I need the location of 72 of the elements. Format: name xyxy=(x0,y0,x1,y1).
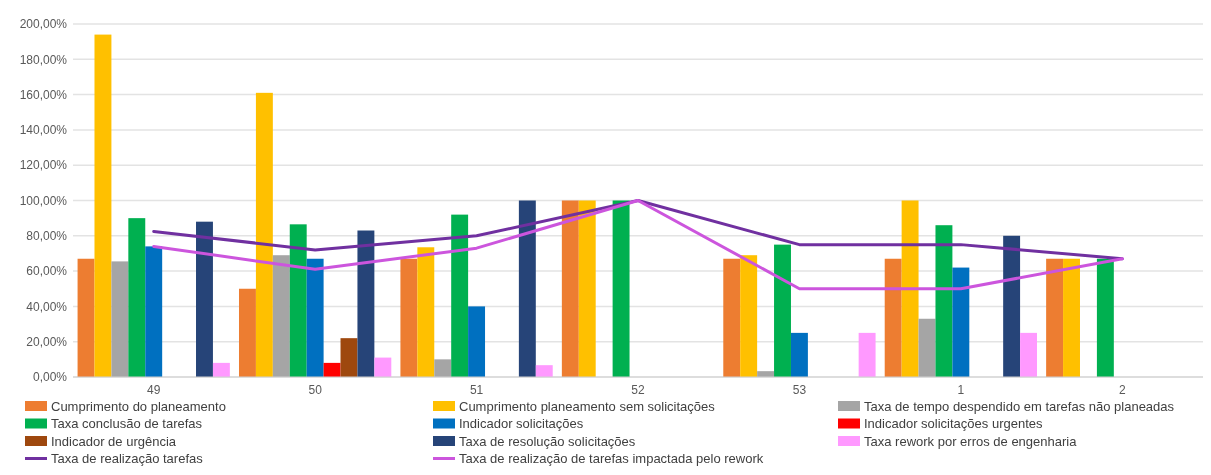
bar xyxy=(212,362,230,377)
y-tick-label: 60,00% xyxy=(26,264,68,279)
y-tick-label: 140,00% xyxy=(19,123,68,138)
bar xyxy=(289,224,307,377)
line-series xyxy=(152,199,1124,261)
bar xyxy=(196,221,213,377)
y-tick-label: 180,00% xyxy=(19,52,68,67)
bar xyxy=(774,244,791,377)
legend-label: Taxa rework por erros de engenharia xyxy=(864,433,1078,449)
bar xyxy=(357,230,375,377)
bar xyxy=(400,258,418,377)
x-tick-label: 53 xyxy=(792,383,807,397)
legend-label: Cumprimento do planeamento xyxy=(51,398,226,414)
legend-label: Taxa de tempo despendido em tarefas não planeadas xyxy=(864,398,1175,414)
y-tick-label: 120,00% xyxy=(19,158,68,173)
x-tick-label: 1 xyxy=(957,383,965,397)
bar xyxy=(952,267,970,377)
bar xyxy=(518,200,536,377)
bar xyxy=(239,288,256,377)
bar xyxy=(884,258,902,377)
y-tick-label: 0,00% xyxy=(32,370,68,385)
x-tick-label: 50 xyxy=(308,383,323,397)
y-tick-label: 80,00% xyxy=(26,229,68,243)
bar xyxy=(740,255,758,377)
y-tick-label: 20,00% xyxy=(26,334,68,349)
legend-label: Taxa de resolução solicitações xyxy=(459,433,636,449)
bar xyxy=(255,92,273,377)
bar xyxy=(858,332,876,377)
bar xyxy=(340,338,358,377)
line-series xyxy=(152,199,1124,291)
bar xyxy=(111,261,129,377)
x-tick-label: 52 xyxy=(631,383,645,397)
bar xyxy=(901,200,919,377)
legend-label: Taxa conclusão de tarefas xyxy=(51,416,203,432)
bar xyxy=(1020,332,1037,377)
legend-label: Cumprimento planeamento sem solicitações xyxy=(459,398,716,414)
bar xyxy=(535,365,553,377)
bar xyxy=(1096,258,1114,377)
bar xyxy=(1003,235,1021,377)
y-tick-label: 100,00% xyxy=(19,193,68,208)
legend-label: Indicador de urgência xyxy=(51,433,177,449)
bar xyxy=(94,34,112,377)
bar xyxy=(1046,258,1064,377)
bar xyxy=(468,306,486,377)
legend-label: Taxa de realização de tarefas impactada pelo rework xyxy=(459,451,764,467)
bar xyxy=(374,357,392,377)
y-tick-label: 160,00% xyxy=(19,87,68,102)
y-tick-label: 200,00% xyxy=(19,17,68,32)
bar xyxy=(145,246,163,377)
bar xyxy=(128,218,146,377)
bar xyxy=(790,332,808,377)
bar xyxy=(935,225,953,377)
bar xyxy=(723,258,741,377)
legend-label: Indicador solicitações urgentes xyxy=(864,416,1043,432)
legend-label: Indicador solicitações xyxy=(459,416,584,432)
bar xyxy=(434,359,452,377)
x-tick-label: 49 xyxy=(147,383,161,397)
bar xyxy=(578,200,596,377)
bar xyxy=(272,255,290,377)
bar xyxy=(323,362,341,377)
x-tick-label: 51 xyxy=(469,383,484,397)
bar xyxy=(561,200,579,377)
legend-label: Taxa de realização tarefas xyxy=(51,451,204,467)
bar xyxy=(306,258,324,377)
bar xyxy=(612,200,630,377)
y-tick-label: 40,00% xyxy=(26,299,68,314)
bar xyxy=(417,247,435,377)
x-tick-label: 2 xyxy=(1118,383,1126,397)
bar xyxy=(77,258,95,377)
bar xyxy=(1063,258,1080,377)
bar xyxy=(451,214,469,377)
bar xyxy=(918,318,936,377)
